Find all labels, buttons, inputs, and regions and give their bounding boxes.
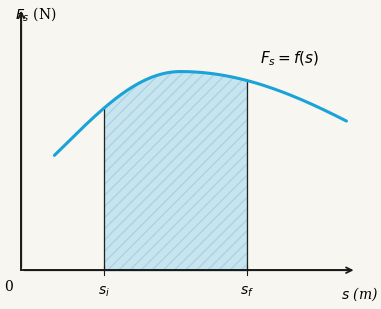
Text: $F_s = f(s)$: $F_s = f(s)$ <box>260 50 320 68</box>
Text: $s_i$: $s_i$ <box>98 284 110 298</box>
Text: $s_f$: $s_f$ <box>240 284 254 298</box>
Text: $s$ (m): $s$ (m) <box>341 286 378 303</box>
Text: 0: 0 <box>4 280 13 294</box>
Text: $F_s$ (N): $F_s$ (N) <box>14 5 56 23</box>
